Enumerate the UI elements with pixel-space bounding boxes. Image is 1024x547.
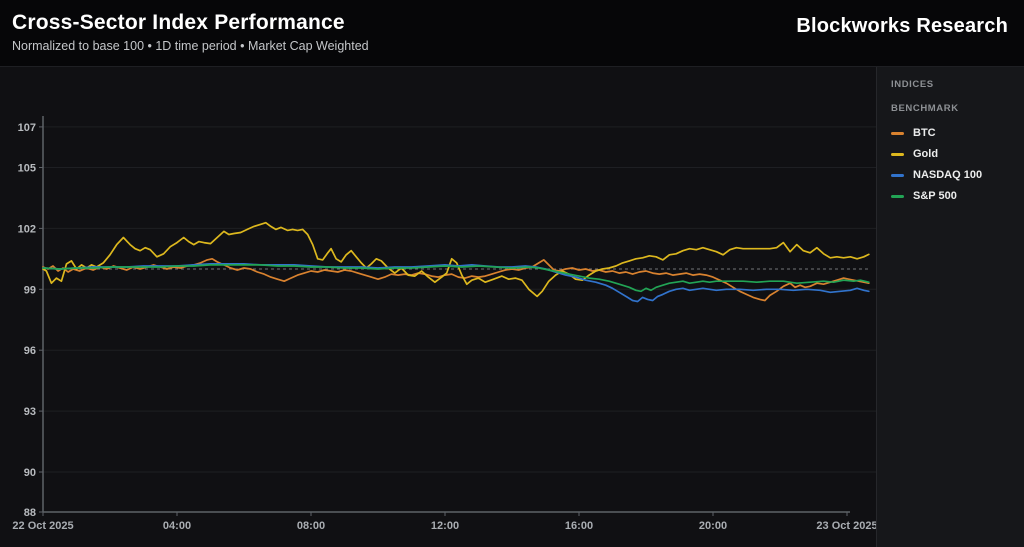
brand-wordmark: Blockworks Research bbox=[796, 15, 1008, 37]
svg-text:88: 88 bbox=[24, 507, 36, 519]
legend-label: S&P 500 bbox=[913, 190, 957, 202]
svg-text:107: 107 bbox=[18, 122, 36, 134]
indices-section-label: INDICES bbox=[891, 79, 934, 90]
legend-color-swatch bbox=[891, 194, 904, 198]
svg-text:102: 102 bbox=[18, 223, 36, 235]
page-title: Cross-Sector Index Performance bbox=[12, 11, 345, 34]
legend-item-gold[interactable]: Gold bbox=[891, 148, 1014, 160]
legend-item-btc[interactable]: BTC bbox=[891, 127, 1014, 139]
svg-text:08:00: 08:00 bbox=[297, 520, 325, 532]
svg-text:16:00: 16:00 bbox=[565, 520, 593, 532]
svg-text:105: 105 bbox=[18, 163, 36, 175]
legend-label: NASDAQ 100 bbox=[913, 169, 983, 181]
legend-item-s-p-500[interactable]: S&P 500 bbox=[891, 190, 1014, 202]
svg-text:99: 99 bbox=[24, 284, 36, 296]
benchmark-section-label: BENCHMARK bbox=[891, 103, 959, 114]
legend-item-nasdaq-100[interactable]: NASDAQ 100 bbox=[891, 169, 1014, 181]
chart-subtitle: Normalized to base 100 • 1D time period … bbox=[12, 39, 369, 53]
chart-area[interactable]: 107 105 102 99 96 93 90 88 22 Oct 2025 04:00 08:00… bbox=[0, 67, 876, 547]
svg-text:23 Oct 2025: 23 Oct 2025 bbox=[816, 520, 876, 532]
svg-text:90: 90 bbox=[24, 467, 36, 479]
chart-header: Cross-Sector Index Performance Normalize… bbox=[0, 0, 1024, 67]
legend-list: BTC Gold NASDAQ 100 S&P 500 bbox=[891, 127, 1014, 202]
svg-text:20:00: 20:00 bbox=[699, 520, 727, 532]
legend-label: Gold bbox=[913, 148, 939, 160]
title-block: Cross-Sector Index Performance Normalize… bbox=[12, 11, 369, 53]
svg-text:04:00: 04:00 bbox=[163, 520, 191, 532]
legend-color-swatch bbox=[891, 131, 904, 135]
svg-text:96: 96 bbox=[24, 345, 36, 357]
legend-color-swatch bbox=[891, 173, 904, 177]
legend-panel: INDICES BENCHMARK BTC Gold NASDAQ 100 S&P 5… bbox=[876, 67, 1024, 547]
svg-text:22 Oct 2025: 22 Oct 2025 bbox=[12, 520, 73, 532]
legend-color-swatch bbox=[891, 152, 904, 156]
svg-text:12:00: 12:00 bbox=[431, 520, 459, 532]
content-row: 107 105 102 99 96 93 90 88 22 Oct 2025 04:00 08:00… bbox=[0, 67, 1024, 547]
svg-text:93: 93 bbox=[24, 406, 36, 418]
legend-label: BTC bbox=[913, 127, 936, 139]
